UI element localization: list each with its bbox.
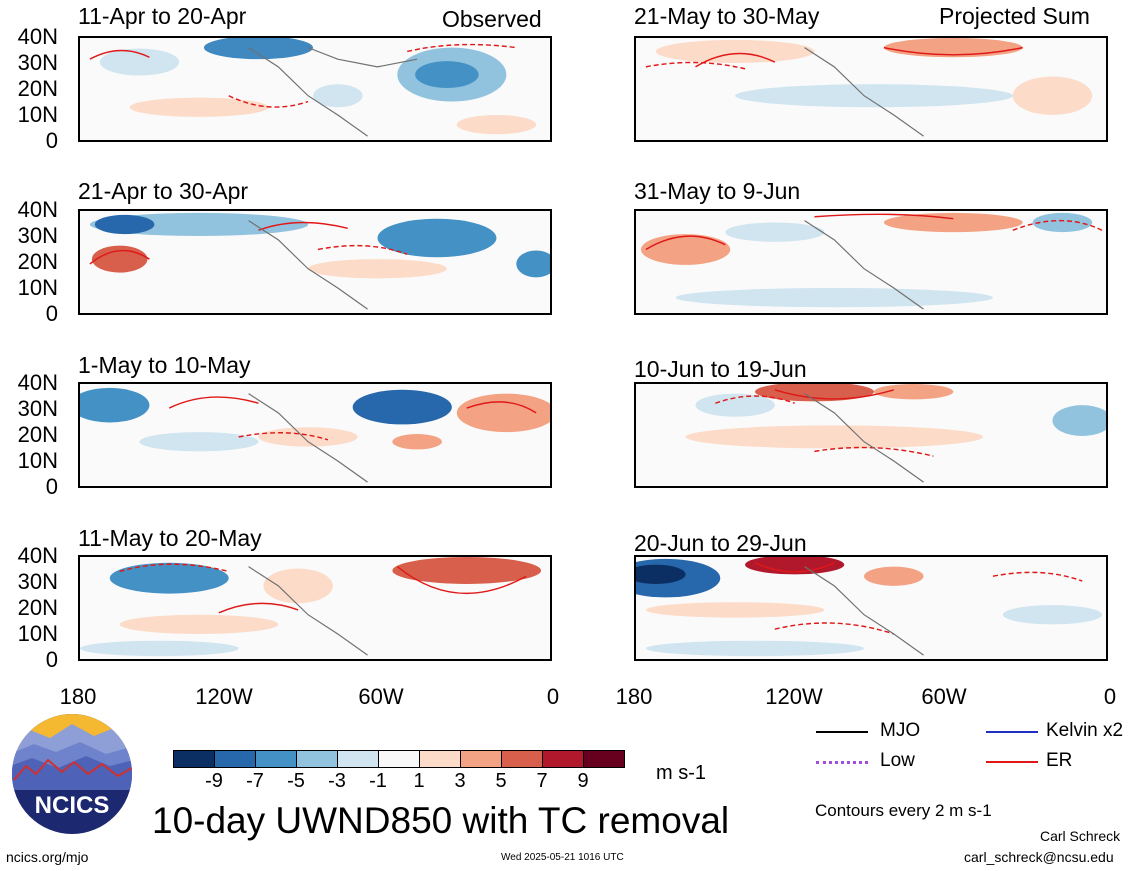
xlabel-left-180: 180 bbox=[59, 684, 97, 709]
colorbar-label: -9 bbox=[205, 770, 223, 792]
footer-timestamp: Wed 2025-05-21 1016 UTC bbox=[501, 852, 624, 863]
colorbar-cell bbox=[173, 750, 215, 768]
footer-email: carl_schreck@ncsu.edu bbox=[964, 849, 1114, 865]
ylabel-p3-20n: 20N bbox=[17, 422, 58, 447]
colorbar-label: 7 bbox=[536, 770, 548, 792]
xlabel-left-120w: 120W bbox=[195, 684, 253, 709]
ylabel-p3-30n: 30N bbox=[17, 396, 58, 421]
xlabel-left-60w: 60W bbox=[358, 684, 404, 709]
legend-swatch-kelvin bbox=[986, 731, 1038, 733]
ylabel-p2-20n: 20N bbox=[17, 249, 58, 274]
ylabel-p4-10n: 10N bbox=[17, 621, 58, 646]
ylabel-p4-20n: 20N bbox=[17, 595, 58, 620]
map-panel-3 bbox=[78, 382, 552, 488]
xlabel-left-0: 0 bbox=[546, 684, 560, 709]
panel-title-1: 11-Apr to 20-Apr bbox=[78, 3, 247, 29]
colorbar-label: 3 bbox=[454, 770, 466, 792]
ylabel-p1-20n: 20N bbox=[17, 76, 58, 101]
ylabel-p3-10n: 10N bbox=[17, 448, 58, 473]
legend-label-low: Low bbox=[880, 750, 915, 771]
ylabel-p4-30n: 30N bbox=[17, 569, 58, 594]
map-panel-4 bbox=[78, 555, 552, 661]
legend-swatch-er bbox=[986, 761, 1038, 763]
legend-swatch-low bbox=[816, 761, 868, 764]
colorbar-units: m s-1 bbox=[656, 762, 706, 784]
ylabel-p4-0: 0 bbox=[45, 647, 58, 672]
colorbar-cell bbox=[419, 750, 461, 768]
contours-note: Contours every 2 m s-1 bbox=[815, 801, 992, 820]
panel-title-8: 20-Jun to 29-Jun bbox=[634, 530, 807, 556]
colorbar-cell bbox=[501, 750, 543, 768]
map-panel-7 bbox=[634, 382, 1108, 488]
panel-title-6: 31-May to 9-Jun bbox=[634, 178, 801, 204]
colorbar-label: 5 bbox=[495, 770, 507, 792]
colorbar-cell bbox=[255, 750, 297, 768]
colorbar-label: -5 bbox=[287, 770, 305, 792]
ylabel-p3-40n: 40N bbox=[17, 370, 58, 395]
ylabel-p2-0: 0 bbox=[45, 301, 58, 326]
logo-text: NCICS bbox=[34, 792, 110, 819]
map-panel-6 bbox=[634, 209, 1108, 315]
ylabel-p1-40n: 40N bbox=[17, 24, 58, 49]
xlabel-right-60w: 60W bbox=[921, 684, 967, 709]
xlabel-right-120w: 120W bbox=[765, 684, 823, 709]
ylabel-p1-0: 0 bbox=[45, 128, 58, 153]
xlabel-right-0: 0 bbox=[1103, 684, 1117, 709]
legend-label-mjo: MJO bbox=[880, 720, 921, 741]
ncics-logo: NCICS bbox=[10, 712, 134, 836]
colorbar-cell bbox=[460, 750, 502, 768]
ylabel-p2-40n: 40N bbox=[17, 197, 58, 222]
colorbar-cell bbox=[337, 750, 379, 768]
projected-header: Projected Sum bbox=[939, 3, 1090, 29]
colorbar-cell bbox=[296, 750, 338, 768]
xlabel-right-180: 180 bbox=[615, 684, 653, 709]
panel-title-5: 21-May to 30-May bbox=[634, 3, 820, 29]
colorbar-label: 9 bbox=[577, 770, 589, 792]
colorbar-label: -7 bbox=[246, 770, 264, 792]
map-panel-2 bbox=[78, 209, 552, 315]
colorbar-cell bbox=[542, 750, 584, 768]
panel-title-3: 1-May to 10-May bbox=[78, 352, 251, 378]
colorbar-label: -3 bbox=[328, 770, 346, 792]
colorbar-cell bbox=[214, 750, 256, 768]
ylabel-p2-30n: 30N bbox=[17, 223, 58, 248]
main-title: 10-day UWND850 with TC removal bbox=[152, 800, 730, 841]
colorbar-cell bbox=[378, 750, 420, 768]
map-panel-5 bbox=[634, 36, 1108, 142]
ylabel-p2-10n: 10N bbox=[17, 275, 58, 300]
footer-url: ncics.org/mjo bbox=[6, 849, 89, 865]
colorbar-cell bbox=[583, 750, 625, 768]
legend-label-er: ER bbox=[1046, 750, 1073, 771]
map-panel-1 bbox=[78, 36, 552, 142]
ylabel-p3-0: 0 bbox=[45, 474, 58, 499]
colorbar-label: 1 bbox=[413, 770, 425, 792]
ylabel-p1-30n: 30N bbox=[17, 50, 58, 75]
observed-header: Observed bbox=[442, 6, 542, 32]
colorbar-label: -1 bbox=[369, 770, 387, 792]
ylabel-p1-10n: 10N bbox=[17, 102, 58, 127]
footer-author: Carl Schreck bbox=[1040, 828, 1121, 844]
panel-title-4: 11-May to 20-May bbox=[78, 525, 262, 551]
legend-label-kelvin: Kelvin x2 bbox=[1046, 720, 1124, 741]
panel-title-2: 21-Apr to 30-Apr bbox=[78, 178, 249, 204]
ylabel-p4-40n: 40N bbox=[17, 543, 58, 568]
map-panel-8 bbox=[634, 555, 1108, 661]
legend-swatch-mjo bbox=[816, 731, 868, 733]
panel-title-7: 10-Jun to 19-Jun bbox=[634, 356, 807, 382]
